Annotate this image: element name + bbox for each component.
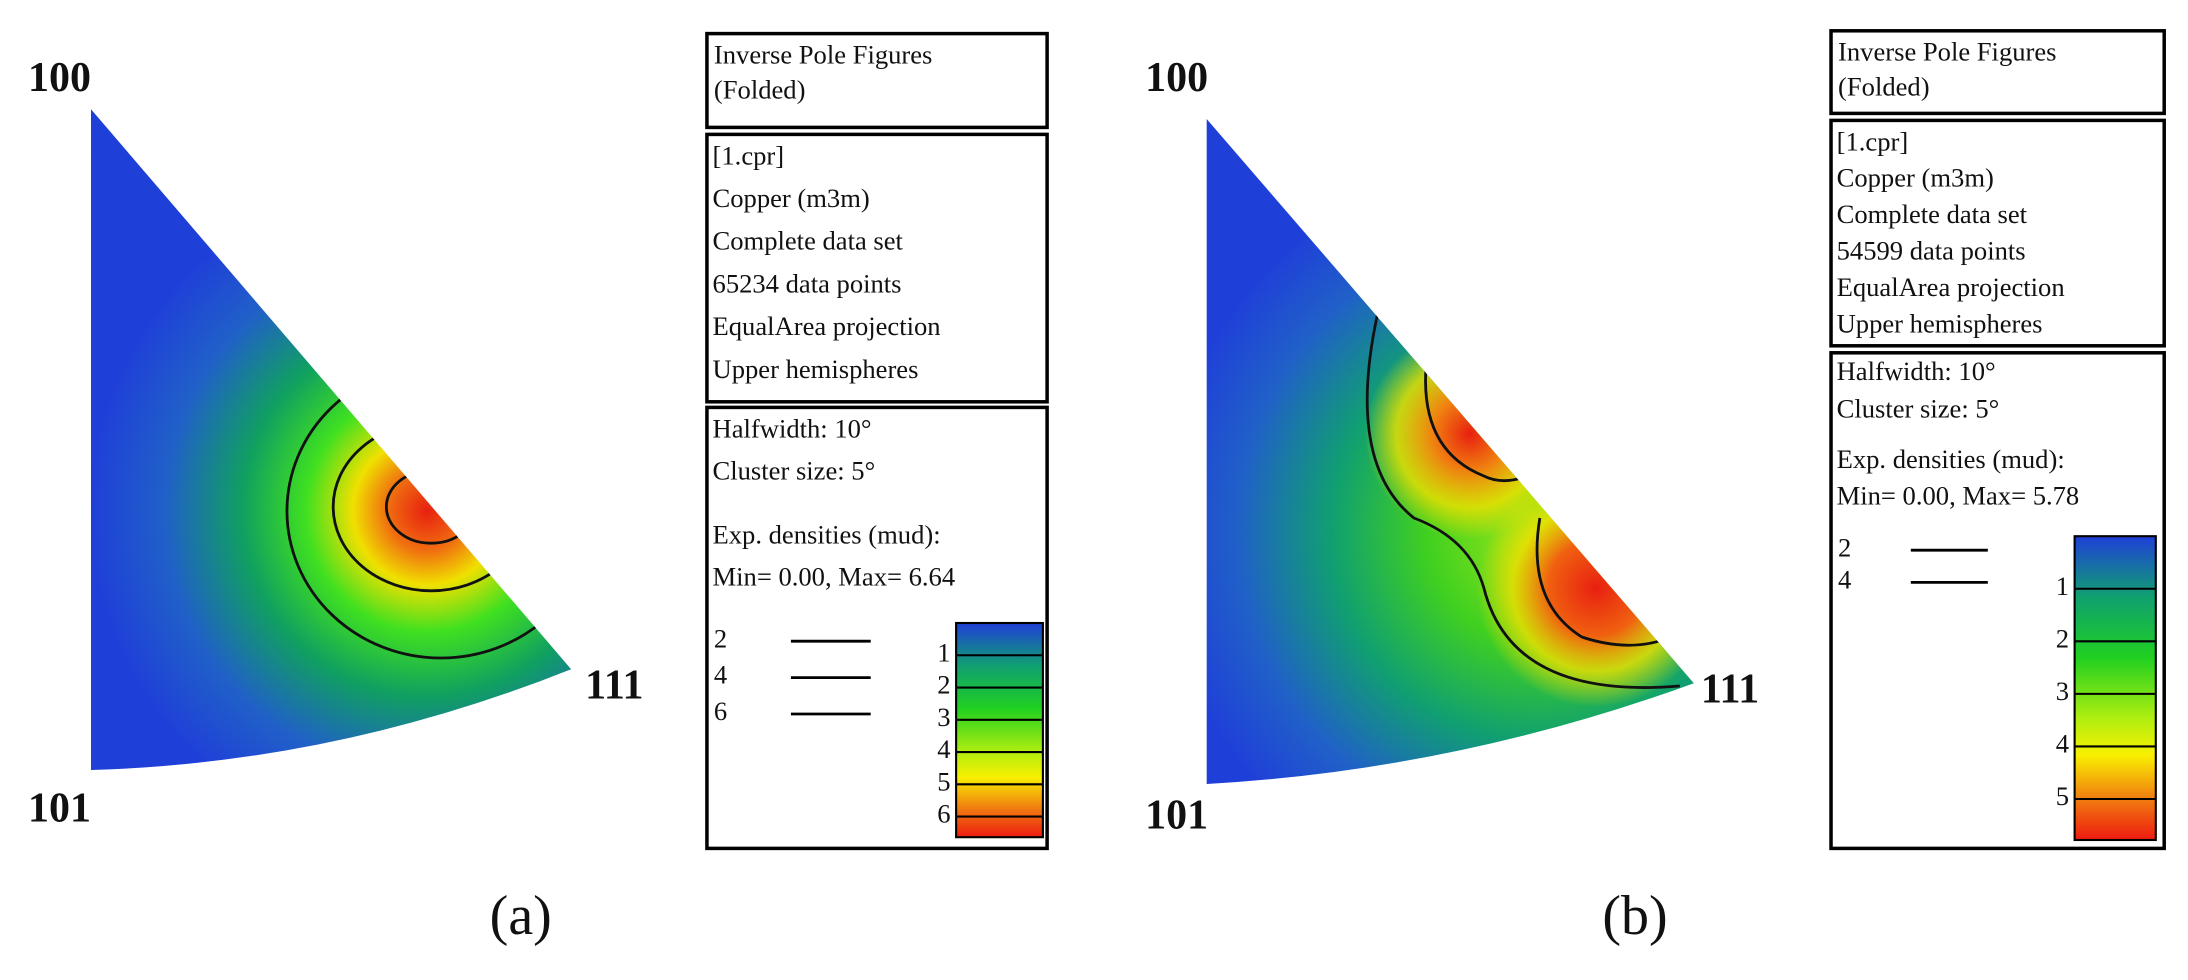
colorbar-label: 5 [2056,781,2069,811]
info-line: Copper (m3m) [1837,163,1994,193]
info-line: Upper hemispheres [1837,308,2043,338]
colorbar-label: 4 [2056,729,2069,759]
colorbar [955,621,1044,839]
param-line: Min= 0.00, Max= 6.64 [713,562,956,592]
title-line: (Folded) [714,75,806,105]
param-line: Cluster size: 5° [713,455,876,485]
corner-label: 101 [28,786,91,832]
contour-level: 4 [1838,565,1851,595]
title-line: Inverse Pole Figures [714,40,932,70]
colorbar-label: 1 [937,637,950,667]
colorbar-label: 6 [937,799,950,829]
info-line: Upper hemispheres [713,354,919,384]
contour-level: 2 [714,623,727,653]
title-line: (Folded) [1838,72,1930,102]
info-line: [1.cpr] [1837,126,1909,156]
corner-label: 100 [1145,55,1208,101]
colorbar-label: 2 [937,670,950,700]
info-line: EqualArea projection [713,311,941,341]
contour-level: 6 [714,696,727,726]
colorbar-label: 4 [937,734,950,764]
info-line: 54599 data points [1837,236,2026,266]
info-line: EqualArea projection [1837,272,2065,302]
info-line: Complete data set [713,226,904,256]
colorbar-label: 3 [937,702,950,732]
info-line: Copper (m3m) [713,183,870,213]
colorbar [2073,535,2157,842]
info-line: 65234 data points [713,268,902,298]
info-line: [1.cpr] [713,140,785,170]
param-line: Halfwidth: 10° [713,413,872,443]
corner-label: 111 [585,662,643,708]
colorbar-label: 3 [2056,676,2069,706]
info-line: Complete data set [1837,199,2028,229]
colorbar-label: 1 [2056,571,2069,601]
corner-label: 101 [1145,793,1208,839]
colorbar-label: 5 [937,766,950,796]
param-line: Exp. densities (mud): [1837,444,2065,474]
param-line: Min= 0.00, Max= 5.78 [1837,481,2080,511]
title-box [705,31,1049,130]
ipf-map-b [1206,118,1694,784]
title-box [1829,29,2166,116]
info-box [705,132,1049,404]
param-line: Cluster size: 5° [1837,394,2000,424]
param-line: Halfwidth: 10° [1837,356,1996,386]
contour-level: 4 [714,660,727,690]
info-box [1829,118,2166,348]
panel-label: (b) [1602,885,1667,947]
colorbar-label: 2 [2056,623,2069,653]
title-line: Inverse Pole Figures [1838,37,2056,67]
corner-label: 100 [28,55,91,101]
ipf-map-a [90,109,572,770]
corner-label: 111 [1701,667,1759,713]
panel-label: (a) [490,885,552,947]
param-line: Exp. densities (mud): [713,520,941,550]
contour-level: 2 [1838,532,1851,562]
